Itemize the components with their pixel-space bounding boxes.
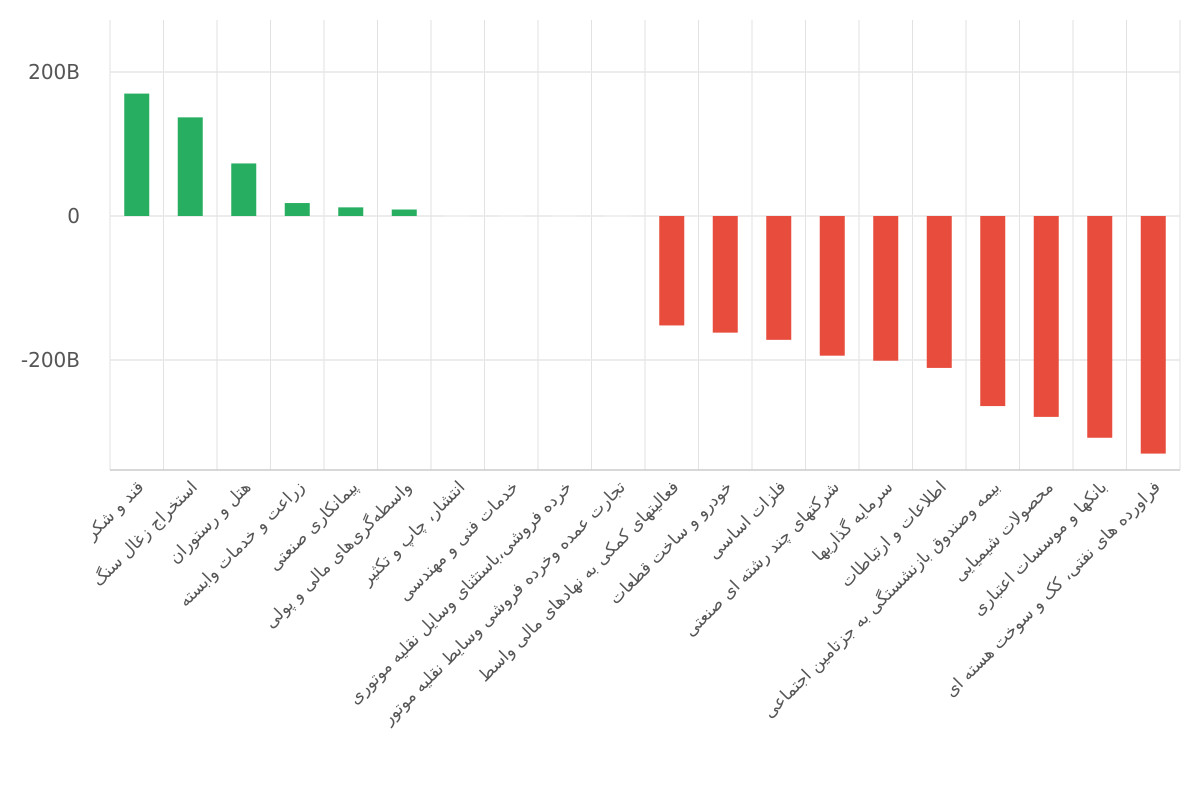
y-axis-ticks: 200B 0 -200B	[21, 60, 80, 372]
bar[interactable]	[391, 209, 417, 216]
bar[interactable]	[712, 216, 738, 333]
x-category-label: فعالیتهای کمکی به نهادهای مالی واسط	[474, 477, 683, 686]
bars-layer	[124, 93, 1166, 454]
x-category-label: تجارت عمده وخرده فروشی وسایط نقلیه موتور	[378, 477, 630, 729]
bar[interactable]	[284, 203, 310, 216]
y-tick-label: 200B	[28, 60, 80, 84]
grid-layer	[109, 20, 1181, 470]
y-tick-label: 0	[67, 204, 80, 228]
bar[interactable]	[552, 215, 578, 217]
bar[interactable]	[873, 216, 899, 361]
y-tick-label: -200B	[21, 348, 80, 372]
bar[interactable]	[445, 215, 471, 217]
bar[interactable]	[231, 163, 257, 216]
x-category-label: محصولات شیمیایی	[950, 477, 1058, 585]
bar[interactable]	[926, 216, 952, 368]
bar[interactable]	[819, 216, 845, 356]
bar[interactable]	[124, 93, 150, 216]
bar[interactable]	[659, 216, 685, 326]
bar[interactable]	[1033, 216, 1059, 417]
bar[interactable]	[1140, 216, 1166, 454]
bar[interactable]	[1087, 216, 1113, 438]
bar[interactable]	[338, 207, 364, 216]
bar[interactable]	[766, 216, 792, 340]
bar[interactable]	[177, 117, 203, 216]
bar[interactable]	[980, 216, 1006, 407]
bar[interactable]	[498, 215, 524, 217]
bar[interactable]	[605, 215, 631, 217]
